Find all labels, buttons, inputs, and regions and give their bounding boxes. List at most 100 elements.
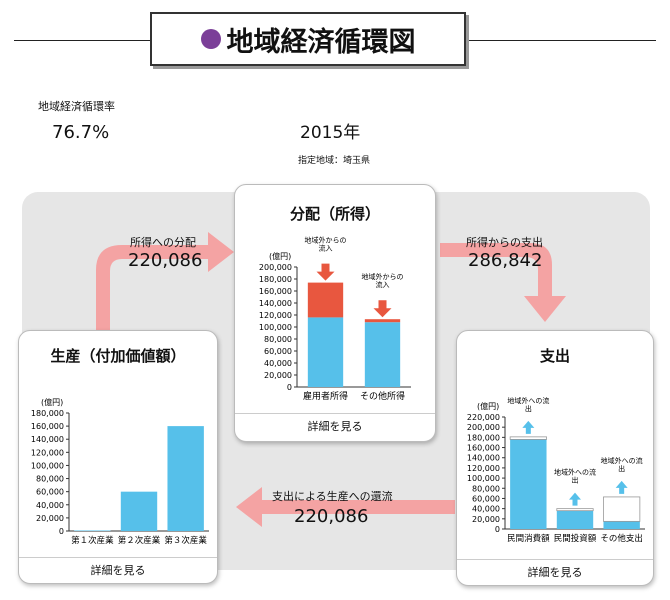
bar — [167, 426, 204, 531]
y-axis-unit-label: (億円) — [477, 401, 499, 411]
flow-income-value: 220,086 — [128, 250, 203, 271]
y-tick-label: 20,000 — [472, 515, 500, 524]
expenditure-card: 支出 (億円) 0 20,000 40,000 60,000 80,000 100,000 1… — [456, 330, 654, 586]
annotation-label: 地域外への流 — [554, 468, 596, 477]
y-tick-label: 100,000 — [259, 323, 292, 332]
y-tick-label: 40,000 — [36, 501, 64, 510]
circulation-label: 地域経済循環率 — [38, 100, 115, 113]
y-tick-label: 180,000 — [467, 433, 500, 442]
y-tick-label: 120,000 — [31, 448, 64, 457]
bar-segment — [510, 439, 547, 529]
annotation-label: 出 — [618, 464, 625, 473]
annotation-label: 流入 — [376, 280, 390, 289]
outflow-arrow-icon — [522, 420, 535, 434]
y-tick-label: 200,000 — [467, 423, 500, 432]
y-tick-label: 80,000 — [472, 484, 500, 493]
y-tick-label: 160,000 — [31, 422, 64, 431]
y-tick-label: 80,000 — [36, 475, 64, 484]
y-tick-label: 140,000 — [259, 299, 292, 308]
y-tick-label: 100,000 — [31, 461, 64, 470]
production-card-title: 生産（付加価値額） — [50, 347, 186, 365]
x-category-label: 第３次産業 — [164, 535, 207, 546]
y-tick-label: 40,000 — [264, 359, 292, 368]
x-category-label: その他所得 — [360, 390, 405, 402]
distribution-card: 分配（所得） (億円) 0 20,000 40,000 60,000 80,000 100,… — [234, 184, 436, 442]
y-tick-label: 220,000 — [467, 413, 500, 422]
annotation-label: 地域外からの — [305, 236, 347, 245]
flow-expenditure-value: 286,842 — [468, 250, 543, 271]
distribution-card-title: 分配（所得） — [289, 205, 380, 223]
annotation-label: 出 — [572, 476, 579, 485]
y-tick-label: 40,000 — [472, 505, 500, 514]
bar-segment — [364, 319, 401, 323]
bar-segment — [556, 508, 594, 512]
y-tick-label: 180,000 — [31, 409, 64, 418]
bullet-dot-icon — [200, 29, 221, 49]
y-tick-label: 140,000 — [467, 454, 500, 463]
inflow-arrow-icon — [373, 300, 392, 318]
annotation-label: 出 — [525, 404, 532, 413]
y-tick-label: 120,000 — [259, 311, 292, 320]
production-card: 生産（付加価値額） (億円) 0 20,000 40,000 60,000 80,000 1… — [18, 330, 218, 584]
y-tick-label: 160,000 — [259, 287, 292, 296]
arrow-return-production — [236, 487, 455, 527]
bar — [120, 491, 158, 531]
y-tick-label: 60,000 — [264, 347, 292, 356]
y-tick-label: 60,000 — [472, 494, 500, 503]
bar-segment — [307, 282, 344, 318]
annotation-label: 地域外への流 — [601, 456, 643, 465]
x-category-label: 雇用者所得 — [303, 390, 348, 402]
bar-segment — [364, 322, 401, 387]
production-chart: (億円) 0 20,000 40,000 60,000 80,000 100,000 120,… — [31, 397, 209, 546]
y-tick-label: 20,000 — [36, 514, 64, 523]
y-tick-label: 160,000 — [467, 444, 500, 453]
year-label: 2015年 — [300, 123, 361, 143]
region-label: 指定地域：埼玉県 — [298, 156, 371, 166]
x-category-label: その他支出 — [600, 533, 643, 544]
distribution-detail-link[interactable]: 詳細を見る — [235, 413, 435, 440]
flow-income-label: 所得への分配 — [130, 236, 196, 249]
bar-segment — [509, 436, 547, 440]
annotation-label: 流入 — [319, 244, 333, 253]
annotation-label: 地域外への流 — [507, 396, 549, 405]
page-title-box: 地域経済循環図 — [150, 12, 466, 66]
outflow-arrow-icon — [615, 480, 628, 494]
arrow-income-distribution — [96, 232, 234, 335]
y-tick-label: 0 — [495, 525, 500, 534]
y-tick-label: 0 — [287, 383, 292, 392]
y-tick-label: 140,000 — [31, 435, 64, 444]
x-category-label: 第１次産業 — [71, 535, 114, 546]
expenditure-detail-link[interactable]: 詳細を見る — [457, 559, 653, 586]
flow-expenditure-label: 所得からの支出 — [466, 236, 543, 249]
bar-segment — [307, 317, 344, 387]
y-tick-label: 20,000 — [264, 371, 292, 380]
expenditure-card-title: 支出 — [539, 347, 570, 365]
inflow-arrow-icon — [316, 263, 335, 281]
title-rule-left — [14, 40, 150, 41]
outflow-arrow-icon — [569, 492, 581, 506]
bar-segment — [603, 496, 641, 522]
y-tick-label: 200,000 — [259, 263, 292, 272]
y-tick-label: 60,000 — [36, 488, 64, 497]
annotation-label: 地域外からの — [362, 272, 404, 281]
circulation-value: 76.7% — [52, 122, 110, 143]
x-category-label: 民間消費額 — [507, 533, 550, 544]
production-detail-link[interactable]: 詳細を見る — [19, 557, 217, 584]
y-axis-unit-label: (億円) — [41, 397, 63, 407]
y-tick-label: 0 — [59, 527, 64, 536]
flow-return-value: 220,086 — [294, 506, 369, 527]
flow-return-label: 支出による生産への還流 — [272, 490, 393, 503]
x-category-label: 第２次産業 — [118, 535, 161, 546]
y-tick-label: 180,000 — [259, 275, 292, 284]
bar — [74, 530, 111, 531]
x-category-label: 民間投資額 — [554, 533, 597, 544]
arrow-expenditure — [440, 243, 566, 322]
y-axis-unit-label: (億円) — [269, 251, 291, 261]
y-tick-label: 120,000 — [467, 464, 500, 473]
distribution-chart: (億円) 0 20,000 40,000 60,000 80,000 100,000 120,… — [259, 236, 411, 402]
y-tick-label: 80,000 — [264, 335, 292, 344]
page-title: 地域経済循環図 — [226, 26, 416, 58]
title-rule-right — [466, 40, 656, 41]
